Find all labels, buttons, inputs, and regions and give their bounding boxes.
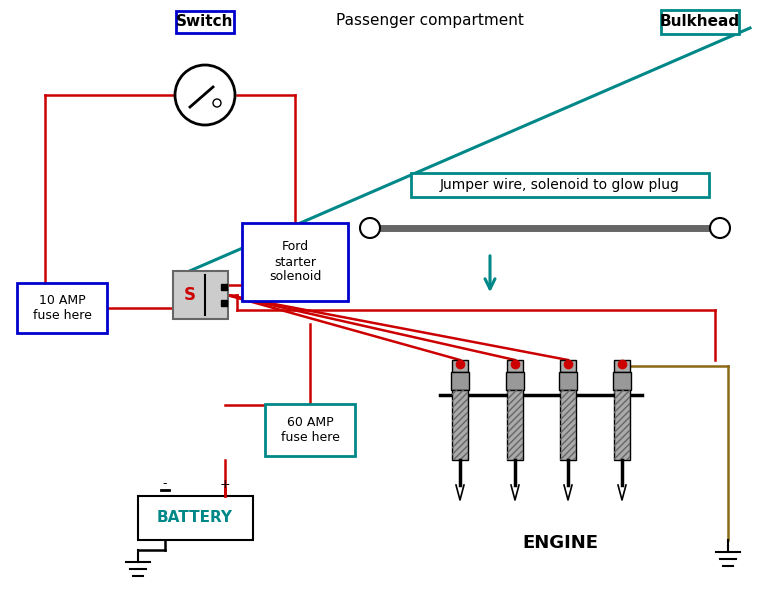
FancyBboxPatch shape	[176, 11, 234, 33]
Circle shape	[213, 99, 221, 107]
Bar	[560, 390, 576, 460]
Text: Ford
starter
solenoid: Ford starter solenoid	[269, 241, 322, 283]
Bar	[560, 360, 576, 372]
Text: +: +	[219, 478, 230, 491]
Bar	[173, 271, 228, 319]
Text: ENGINE: ENGINE	[522, 534, 598, 552]
Bar	[452, 390, 468, 460]
FancyBboxPatch shape	[661, 10, 739, 34]
Text: -: -	[163, 478, 167, 491]
Text: Switch: Switch	[176, 14, 234, 29]
Bar	[452, 390, 468, 460]
Bar	[507, 390, 523, 460]
Bar	[452, 360, 468, 372]
Bar	[559, 372, 577, 390]
Bar	[507, 390, 523, 460]
Text: Bulkhead: Bulkhead	[660, 14, 740, 29]
Text: Passenger compartment: Passenger compartment	[336, 13, 524, 28]
Text: S: S	[184, 286, 196, 304]
Circle shape	[175, 65, 235, 125]
Circle shape	[360, 218, 380, 238]
Bar	[614, 390, 630, 460]
Text: BATTERY: BATTERY	[157, 511, 233, 526]
FancyBboxPatch shape	[17, 283, 107, 333]
Bar	[614, 390, 630, 460]
FancyBboxPatch shape	[265, 404, 355, 456]
Circle shape	[710, 218, 730, 238]
FancyBboxPatch shape	[411, 173, 709, 197]
Bar	[614, 360, 630, 372]
Bar	[560, 390, 576, 460]
Text: Jumper wire, solenoid to glow plug: Jumper wire, solenoid to glow plug	[440, 178, 680, 192]
Text: 10 AMP
fuse here: 10 AMP fuse here	[33, 294, 91, 322]
Bar	[138, 496, 253, 540]
Text: 60 AMP
fuse here: 60 AMP fuse here	[280, 416, 339, 444]
Bar	[451, 372, 469, 390]
Bar	[613, 372, 631, 390]
Bar	[506, 372, 524, 390]
Bar	[507, 360, 523, 372]
FancyBboxPatch shape	[242, 223, 348, 301]
